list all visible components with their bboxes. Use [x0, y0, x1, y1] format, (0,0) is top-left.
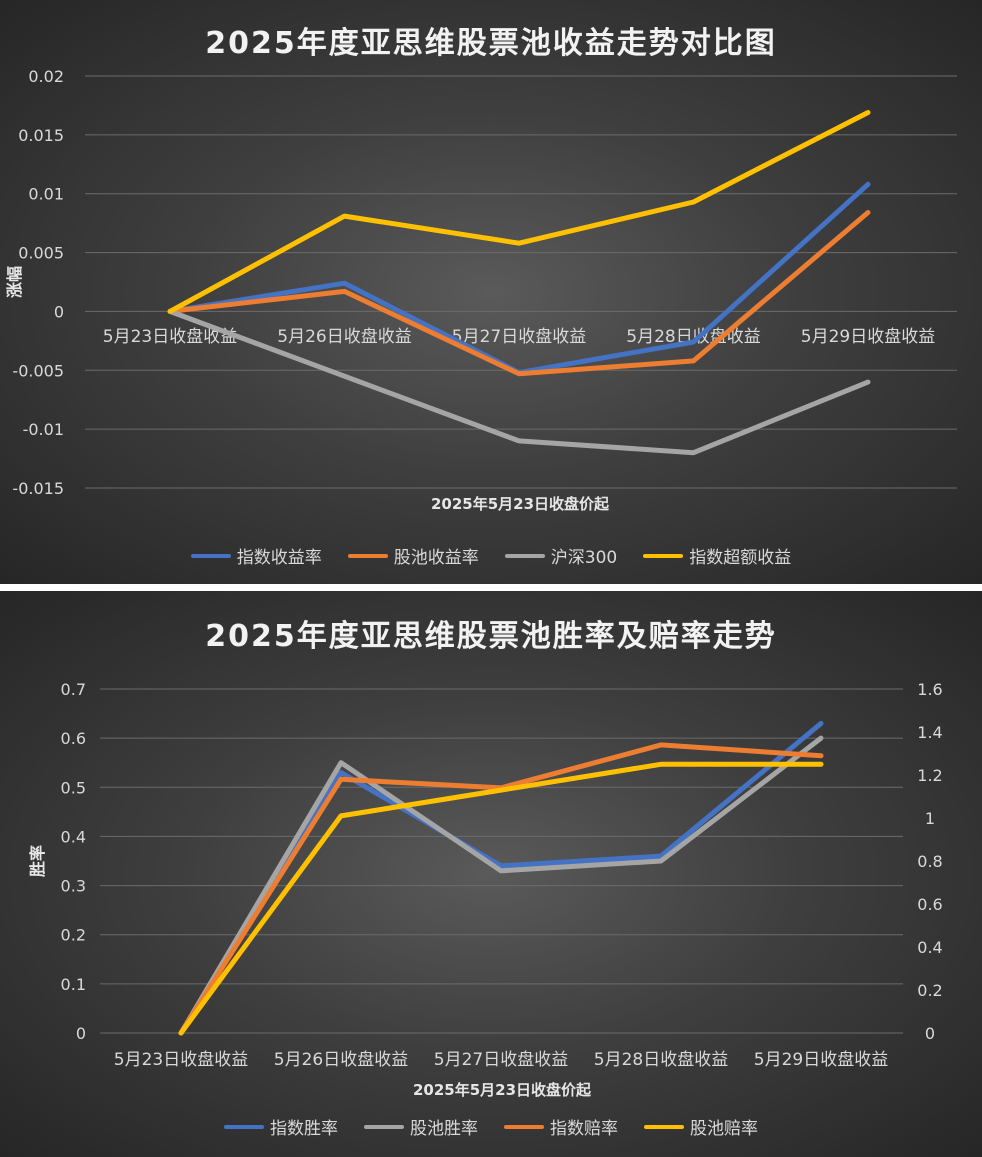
- legend-item: 指数收益率: [190, 543, 322, 568]
- chart-title: 2025年度亚思维股票池收益走势对比图: [205, 26, 777, 61]
- legend-label: 沪深300: [550, 548, 618, 568]
- y-tick-label: 0.005: [18, 244, 64, 263]
- legend-swatch-index-return: [190, 553, 231, 558]
- legend-label: 股池胜率: [410, 1119, 478, 1139]
- chart-title: 2025年度亚思维股票池胜率及赔率走势: [205, 619, 777, 654]
- y-tick-label: 0.6: [61, 729, 86, 748]
- x-tick-label: 5月23日收盘收益: [114, 1050, 248, 1070]
- y2-tick-label: 0.8: [917, 852, 942, 871]
- y-tick-label: 0: [54, 302, 64, 321]
- y-tick-label: 0.4: [61, 827, 86, 846]
- legend-swatch-pool-odds: [644, 1124, 684, 1129]
- y2-tick-label: 0.6: [917, 895, 942, 914]
- legend-item: 股池赔率: [644, 1114, 758, 1139]
- legend-label: 指数胜率: [270, 1119, 338, 1139]
- y2-tick-label: 0: [925, 1024, 935, 1043]
- series-line-2: [167, 210, 871, 377]
- series-line-4: [167, 110, 871, 314]
- legend-label: 指数超额收益: [689, 548, 792, 568]
- winrate-chart-plot: 0.7 0.6 0.5 0.4 0.3 0.2 0.1 0 1.6 1.4 1.2 1 0.8 0.6 0.…: [28, 680, 943, 1099]
- x-tick-label: 5月29日收盘收益: [754, 1050, 888, 1070]
- x-tick-label: 5月29日收盘收益: [801, 327, 935, 347]
- legend-label: 股池收益率: [393, 548, 479, 568]
- legend-item: 股池收益率: [347, 543, 479, 568]
- y2-tick-label: 1.2: [917, 766, 942, 785]
- y2-tick-label: 1.4: [917, 723, 942, 742]
- y-tick-label: 0.015: [18, 126, 64, 145]
- y-tick-label: -0.005: [12, 361, 64, 380]
- y-tick-label: -0.01: [23, 420, 64, 439]
- y-tick-label: 0.5: [61, 778, 86, 797]
- y2-tick-label: 0.2: [917, 981, 942, 1000]
- x-tick-label: 5月27日收盘收益: [452, 327, 586, 347]
- legend-label: 股池赔率: [690, 1119, 758, 1139]
- y2-tick-label: 1: [925, 809, 935, 828]
- return-chart-plot: 0.02 0.015 0.01 0.005 0 -0.005 -0.01 -0.015 5月23…: [5, 67, 957, 513]
- x-tick-label: 5月27日收盘收益: [434, 1050, 568, 1070]
- y-tick-label: 0.2: [61, 926, 86, 945]
- y-axis-title: 胜率: [28, 845, 47, 877]
- y-tick-label: 0.1: [61, 975, 86, 994]
- y-tick-label: -0.015: [12, 479, 64, 498]
- legend-swatch-index-odds: [504, 1124, 544, 1129]
- y-axis-title: 涨幅: [5, 266, 24, 298]
- chart-legend: 指数收益率 股池收益率 沪深300 指数超额收益: [0, 543, 982, 568]
- y2-tick-label: 1.6: [917, 680, 942, 699]
- y2-tick-label: 0.4: [917, 938, 942, 957]
- legend-item: 指数胜率: [224, 1114, 338, 1139]
- y-tick-label: 0.01: [28, 185, 64, 204]
- y-tick-label: 0.3: [61, 877, 86, 896]
- legend-item: 指数超额收益: [643, 543, 791, 568]
- y-tick-label: 0.7: [61, 680, 86, 699]
- x-tick-label: 5月26日收盘收益: [277, 327, 411, 347]
- x-axis-title: 2025年5月23日收盘价起: [413, 1081, 592, 1099]
- legend-label: 指数赔率: [550, 1119, 618, 1139]
- legend-swatch-hs300: [504, 553, 545, 558]
- legend-swatch-pool-winrate: [364, 1124, 404, 1129]
- x-axis-title: 2025年5月23日收盘价起: [431, 495, 610, 513]
- legend-swatch-pool-return: [347, 553, 388, 558]
- x-tick-label: 5月26日收盘收益: [274, 1050, 408, 1070]
- legend-item: 沪深300: [504, 543, 618, 568]
- return-chart-panel: 2025年度亚思维股票池收益走势对比图 0.02 0.015 0.01 0.005 0 -…: [0, 0, 982, 584]
- y-tick-label: 0: [76, 1024, 86, 1043]
- legend-swatch-excess-return: [643, 553, 684, 558]
- chart-legend: 指数胜率 股池胜率 指数赔率 股池赔率: [0, 1114, 982, 1139]
- x-tick-label: 5月23日收盘收益: [103, 327, 237, 347]
- y-tick-label: 0.02: [28, 67, 64, 86]
- legend-label: 指数收益率: [236, 548, 322, 568]
- winrate-chart-panel: 2025年度亚思维股票池胜率及赔率走势 0.7 0.6 0.5 0.4 0.3 0.2 0.…: [0, 591, 982, 1157]
- legend-item: 指数赔率: [504, 1114, 618, 1139]
- legend-swatch-index-winrate: [224, 1124, 264, 1129]
- legend-item: 股池胜率: [364, 1114, 478, 1139]
- series-line-4: [178, 761, 824, 1036]
- series-line-2: [178, 735, 824, 1036]
- series-line-3: [167, 308, 871, 456]
- x-tick-label: 5月28日收盘收益: [594, 1050, 728, 1070]
